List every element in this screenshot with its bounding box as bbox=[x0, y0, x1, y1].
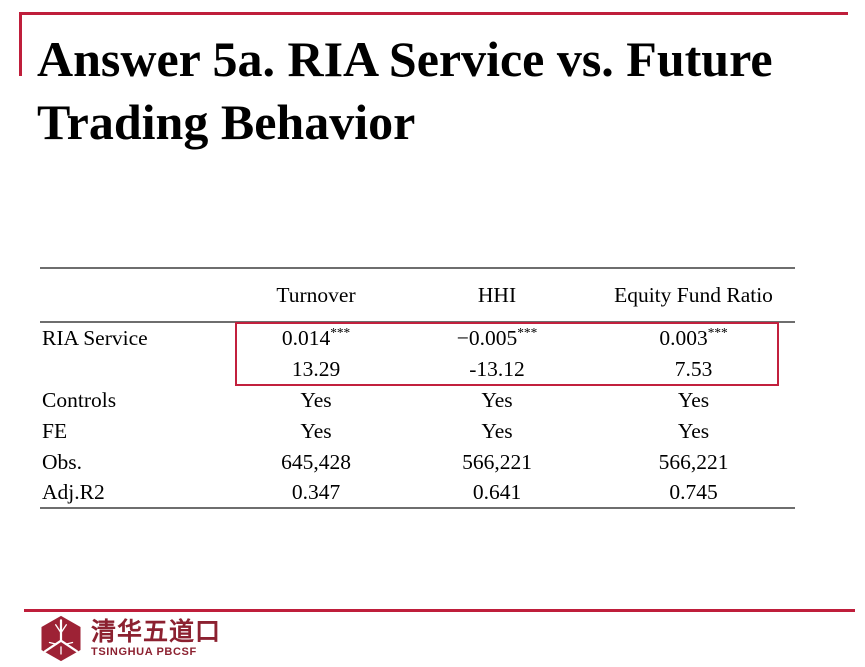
fe-turnover: Yes bbox=[300, 419, 332, 443]
page-title: Answer 5a. RIA Service vs. Future Tradin… bbox=[37, 28, 847, 154]
significance-stars: *** bbox=[707, 324, 728, 340]
footer-divider-line bbox=[24, 609, 855, 612]
row-label-obs: Obs. bbox=[42, 450, 83, 474]
page-title-line1: Answer 5a. RIA Service vs. Future bbox=[37, 31, 773, 87]
tsinghua-pbcsf-logo: 清华五道口 TSINGHUA PBCSF bbox=[38, 615, 221, 662]
coef-turnover: 0.014*** bbox=[230, 322, 402, 354]
page-title-line2: Trading Behavior bbox=[37, 94, 416, 150]
obs-equity-fund-ratio: 566,221 bbox=[658, 450, 729, 474]
tstat-hhi: -13.12 bbox=[469, 357, 525, 381]
row-label-fe: FE bbox=[42, 419, 68, 443]
fe-equity-fund-ratio: Yes bbox=[677, 419, 710, 443]
coef-value: −0.005 bbox=[456, 326, 518, 350]
table-row-adjr2: Adj.R2 0.347 0.641 0.745 bbox=[40, 478, 795, 508]
row-label-ria-service: RIA Service bbox=[42, 326, 148, 350]
coef-value: 0.003 bbox=[659, 326, 708, 350]
row-label-adjr2: Adj.R2 bbox=[42, 480, 105, 504]
adjr2-hhi: 0.641 bbox=[472, 480, 522, 504]
obs-turnover: 645,428 bbox=[281, 450, 351, 474]
logo-chinese-name: 清华五道口 bbox=[91, 617, 222, 646]
pbcsf-hexagon-icon bbox=[41, 615, 81, 662]
table-row-tstats: 13.29 -13.12 7.53 bbox=[40, 354, 795, 385]
table-header-row: Turnover HHI Equity Fund Ratio bbox=[40, 268, 795, 323]
controls-hhi: Yes bbox=[481, 388, 513, 412]
significance-stars: *** bbox=[330, 324, 351, 340]
logo-text-block: 清华五道口 TSINGHUA PBCSF bbox=[91, 618, 221, 659]
table-row-fe: FE Yes Yes Yes bbox=[40, 416, 795, 447]
controls-equity-fund-ratio: Yes bbox=[677, 388, 710, 412]
row-label-controls: Controls bbox=[42, 388, 117, 412]
coef-equity-fund-ratio: 0.003*** bbox=[592, 322, 795, 354]
adjr2-equity-fund-ratio: 0.745 bbox=[669, 480, 718, 504]
adjr2-turnover: 0.347 bbox=[291, 480, 341, 504]
row-label-empty bbox=[40, 354, 230, 385]
coef-hhi: −0.005*** bbox=[402, 322, 592, 354]
coef-value: 0.014 bbox=[281, 326, 331, 350]
significance-stars: *** bbox=[517, 324, 538, 340]
tstat-equity-fund-ratio: 7.53 bbox=[674, 357, 713, 381]
controls-turnover: Yes bbox=[300, 388, 332, 412]
table-row-obs: Obs. 645,428 566,221 566,221 bbox=[40, 447, 795, 478]
regression-table-container: Turnover HHI Equity Fund Ratio RIA Servi… bbox=[40, 267, 795, 509]
obs-hhi: 566,221 bbox=[462, 450, 532, 474]
fe-hhi: Yes bbox=[481, 419, 513, 443]
table-row-controls: Controls Yes Yes Yes bbox=[40, 385, 795, 416]
frame-top-line bbox=[19, 12, 848, 15]
column-header-turnover: Turnover bbox=[230, 268, 402, 323]
logo-english-name: TSINGHUA PBCSF bbox=[91, 646, 197, 658]
column-header-empty bbox=[40, 268, 230, 323]
frame-left-line bbox=[19, 12, 22, 76]
table-row-coefficients: RIA Service 0.014*** −0.005*** 0.003*** bbox=[40, 322, 795, 354]
column-header-hhi: HHI bbox=[402, 268, 592, 323]
tstat-turnover: 13.29 bbox=[291, 357, 341, 381]
column-header-equity-fund-ratio: Equity Fund Ratio bbox=[592, 268, 795, 323]
regression-table: Turnover HHI Equity Fund Ratio RIA Servi… bbox=[40, 267, 795, 509]
